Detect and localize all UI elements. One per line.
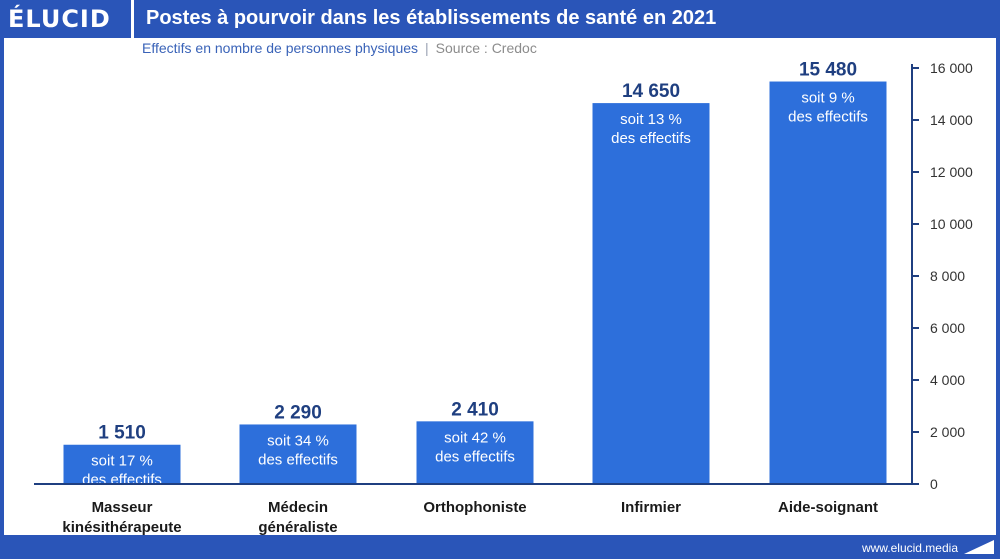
bar-annotation-4-0: soit 9 % — [801, 90, 854, 107]
bar-annotation-3-1: des effectifs — [611, 130, 691, 147]
category-label-0-1: kinésithérapeute — [62, 519, 181, 536]
bar-annotation-2-1: des effectifs — [435, 448, 515, 465]
bar-4 — [769, 81, 887, 485]
chart-title: Postes à pourvoir dans les établissement… — [146, 7, 717, 29]
bar-annotation-2-0: soit 42 % — [444, 429, 506, 446]
y-tick-label-8: 16 000 — [930, 60, 973, 76]
y-tick-label-2: 4 000 — [930, 372, 965, 388]
bar-2 — [416, 421, 534, 484]
y-tick-label-7: 14 000 — [930, 112, 973, 128]
subtitle-text: Effectifs en nombre de personnes physiqu… — [142, 40, 419, 56]
chart-subtitle: Effectifs en nombre de personnes physiqu… — [142, 40, 537, 56]
source-text: Source : Credoc — [435, 40, 537, 56]
bar-annotation-3-0: soit 13 % — [620, 111, 682, 128]
y-tick-label-6: 12 000 — [930, 164, 973, 180]
bar-annotation-1-1: des effectifs — [258, 451, 338, 468]
category-label-4-0: Aide-soignant — [778, 499, 878, 516]
brand-mark-icon — [964, 540, 994, 554]
y-tick-label-3: 6 000 — [930, 320, 965, 336]
bar-value-label-4: 15 480 — [799, 60, 857, 81]
bar-annotation-0-0: soit 17 % — [91, 453, 153, 470]
subtitle-separator: | — [425, 40, 429, 56]
bar-annotation-1-0: soit 34 % — [267, 432, 329, 449]
bar-value-label-3: 14 650 — [622, 81, 680, 102]
category-label-0-0: Masseur — [92, 499, 153, 516]
bar-0 — [63, 444, 181, 484]
brand-logo: ÉLUCID — [8, 5, 111, 33]
y-tick-label-1: 2 000 — [930, 424, 965, 440]
bar-value-label-0: 1 510 — [98, 423, 146, 444]
bar-value-label-2: 2 410 — [451, 399, 499, 420]
category-label-3-0: Infirmier — [621, 499, 681, 516]
category-label-1-0: Médecin — [268, 499, 328, 516]
bar-annotation-4-1: des effectifs — [788, 109, 868, 126]
bar-1 — [239, 424, 357, 484]
y-tick-label-5: 10 000 — [930, 216, 973, 232]
footer-url[interactable]: www.elucid.media — [861, 541, 958, 555]
category-label-2-0: Orthophoniste — [423, 499, 526, 516]
logo-divider — [131, 0, 134, 38]
bar-annotation-0-1: des effectifs — [82, 472, 162, 489]
bar-value-label-1: 2 290 — [274, 402, 322, 423]
bar-3 — [592, 103, 710, 484]
y-tick-label-0: 0 — [930, 476, 938, 492]
y-tick-label-4: 8 000 — [930, 268, 965, 284]
category-label-1-1: généraliste — [258, 519, 337, 536]
header-bar: ÉLUCID Postes à pourvoir dans les établi… — [0, 0, 1000, 38]
